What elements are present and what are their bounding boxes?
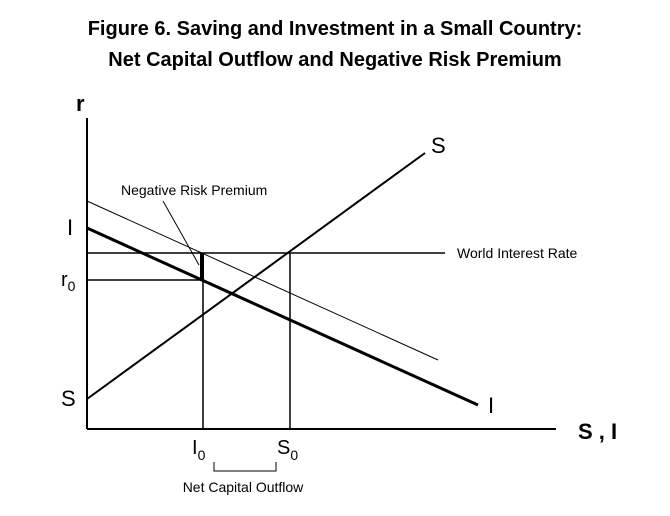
i0-label: I0 <box>192 437 206 463</box>
investment-curve <box>86 226 479 407</box>
net-capital-outflow-label: Net Capital Outflow <box>183 479 304 495</box>
s0-label: S0 <box>277 437 298 463</box>
figure-title-line1: Figure 6. Saving and Investment in a Sma… <box>88 18 583 40</box>
r0-label: r0 <box>61 269 76 294</box>
shifted-investment-curve <box>86 200 439 361</box>
x-axis-label: S , I <box>578 419 617 444</box>
risk-premium-pointer <box>162 200 200 266</box>
investment-curve-bottom-label: I <box>488 393 494 418</box>
world-interest-rate-label: World Interest Rate <box>457 245 578 261</box>
saving-curve-bottom-label: S <box>61 386 76 411</box>
y-axis-label: r <box>76 91 85 116</box>
figure-title-line2: Net Capital Outflow and Negative Risk Pr… <box>108 49 561 71</box>
saving-curve-top-label: S <box>431 133 446 158</box>
net-capital-outflow-bracket <box>213 462 277 472</box>
investment-curve-top-label: I <box>67 215 73 240</box>
saving-curve <box>86 152 426 400</box>
negative-risk-premium-label: Negative Risk Premium <box>121 182 267 198</box>
